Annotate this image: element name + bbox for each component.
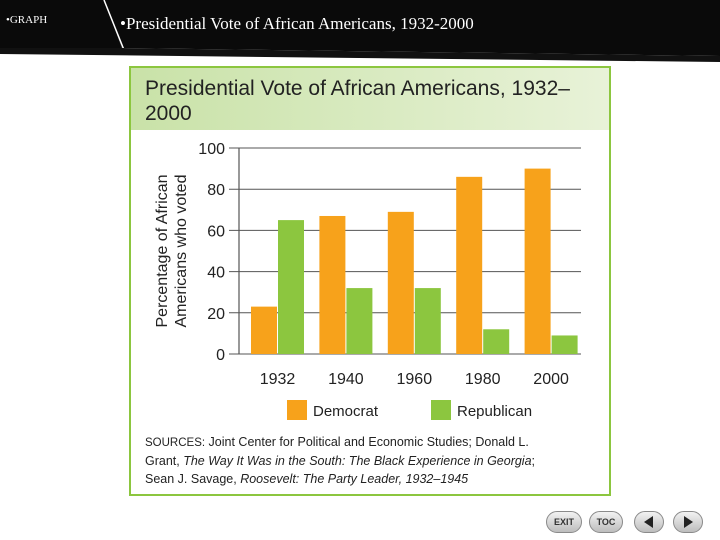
bar-chart: 0 20 40 60 80 100 Percentage of African America… <box>154 141 581 420</box>
legend-swatch-democrat <box>287 400 307 420</box>
sources-line2-italic: The Way It Was in the South: The Black E… <box>183 454 532 468</box>
bar-republican-1940 <box>346 288 373 354</box>
triangle-left-icon <box>644 516 653 528</box>
sources-line3-italic: Roosevelt: The Party Leader, 1932–1945 <box>240 472 469 486</box>
bar-republican-2000 <box>551 335 578 354</box>
figure-card: Presidential Vote of African Americans, … <box>129 66 611 496</box>
bar-democrat-2000 <box>524 168 551 354</box>
y-tick-label: 40 <box>207 265 225 282</box>
header-background <box>0 0 720 62</box>
slide-tag: •GRAPH <box>6 14 48 26</box>
triangle-right-icon <box>684 516 693 528</box>
x-tick-label: 1960 <box>397 371 433 388</box>
bar-democrat-1932 <box>251 306 277 354</box>
bar-republican-1980 <box>483 329 510 354</box>
x-tick-label: 1980 <box>465 371 501 388</box>
sources-line2-b: ; <box>531 454 536 468</box>
slide-title: •Presidential Vote of African Americans,… <box>120 14 474 33</box>
sources-note: Sources: Joint Center for Political and … <box>145 433 605 488</box>
bar-democrat-1960 <box>387 211 414 354</box>
sources-line1: Joint Center for Political and Economic … <box>205 435 529 449</box>
y-tick-label: 60 <box>207 223 225 240</box>
legend-swatch-republican <box>431 400 451 420</box>
sources-lead: Sources: <box>145 437 206 449</box>
sources-line3-a: Sean J. Savage, <box>145 472 241 486</box>
legend-label-democrat: Democrat <box>313 403 379 420</box>
next-button[interactable] <box>673 511 703 533</box>
legend-label-republican: Republican <box>457 403 532 420</box>
bar-democrat-1940 <box>319 215 346 354</box>
previous-button[interactable] <box>634 511 664 533</box>
figure-header: Presidential Vote of African Americans, … <box>131 68 609 130</box>
sources-line2-a: Grant, <box>145 454 184 468</box>
toc-button[interactable]: TOC <box>589 511 623 533</box>
y-tick-label: 20 <box>207 306 225 323</box>
y-axis-label: Percentage of African Americans who voted <box>154 175 190 328</box>
exit-button[interactable]: EXIT <box>546 511 582 533</box>
x-tick-label: 1932 <box>260 371 296 388</box>
chart-title: Presidential Vote of African Americans, … <box>145 77 570 125</box>
bar-democrat-1980 <box>456 176 483 354</box>
x-tick-label: 2000 <box>533 371 569 388</box>
y-tick-label: 100 <box>198 141 225 158</box>
y-tick-label: 0 <box>216 347 225 364</box>
bar-republican-1932 <box>278 220 304 354</box>
bar-republican-1960 <box>414 288 441 354</box>
x-tick-label: 1940 <box>328 371 364 388</box>
header-bar: •GRAPH •Presidential Vote of African Ame… <box>0 0 720 62</box>
y-tick-label: 80 <box>207 182 225 199</box>
